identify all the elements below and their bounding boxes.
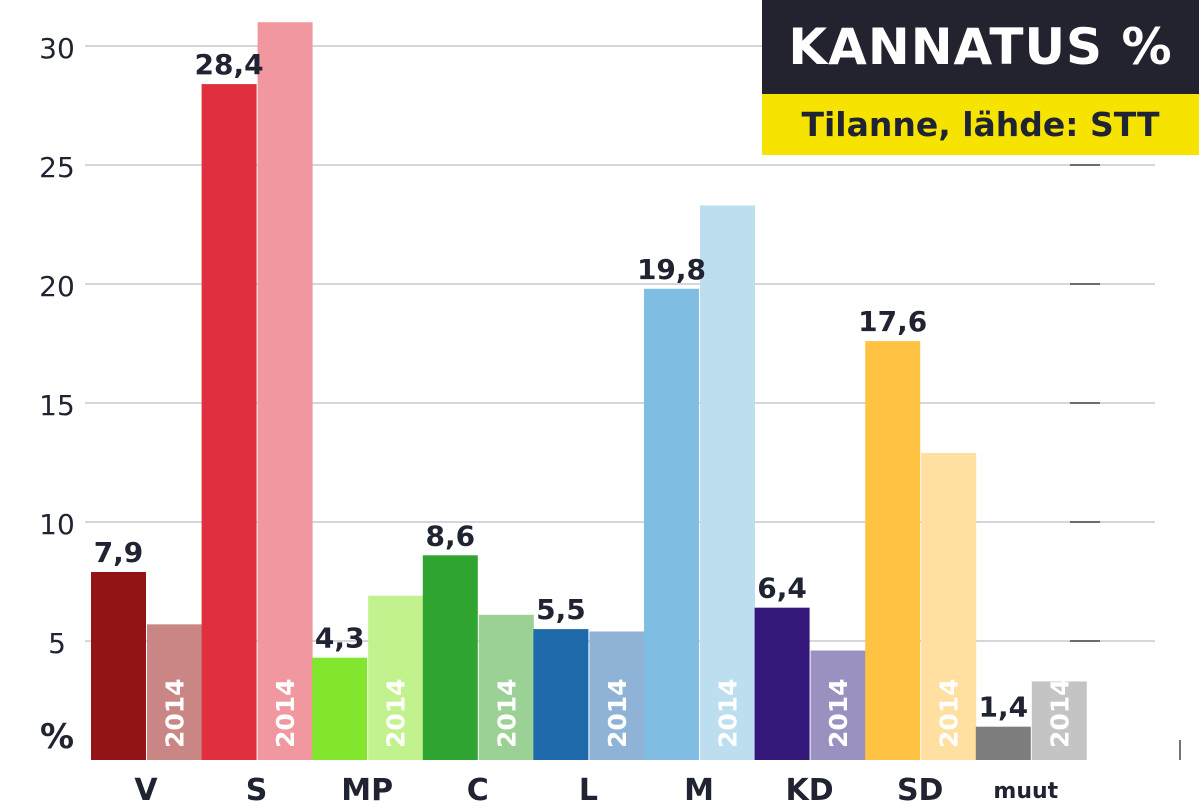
- y-tick-label: 20: [39, 270, 75, 303]
- value-label-S: 28,4: [195, 48, 264, 81]
- value-label-V: 7,9: [94, 536, 144, 569]
- category-label-SD: SD: [897, 773, 944, 808]
- bar-L: [533, 629, 589, 760]
- bar-2014-SD: [921, 452, 977, 760]
- bar-2014-label: 2014: [271, 678, 300, 748]
- bar-2014-L: [589, 631, 645, 760]
- value-label-C: 8,6: [425, 519, 475, 552]
- chart-title: KANNATUS %: [762, 0, 1199, 94]
- category-labels: V S MP C L M KD SD muut: [134, 773, 1058, 808]
- bars: [91, 22, 1087, 760]
- y-tick-label: 25: [39, 151, 75, 184]
- bar-C: [422, 555, 478, 760]
- category-label-MP: MP: [341, 773, 393, 808]
- bar-M: [644, 288, 699, 760]
- category-label-L: L: [579, 773, 598, 808]
- y-tick-label: 5: [48, 627, 66, 660]
- value-labels: 2014 7,9 2014 28,4 2014 4,3 2014 8,6 2014 5,5 2014…: [94, 48, 1075, 748]
- bar-2014-C: [478, 614, 534, 760]
- value-label-M: 19,8: [637, 253, 706, 286]
- bar-S: [201, 84, 257, 760]
- y-tick-label: 10: [39, 508, 75, 541]
- value-label-MP: 4,3: [315, 622, 365, 655]
- bar-2014-label: 2014: [603, 678, 632, 748]
- bar-SD: [865, 341, 921, 760]
- value-label-SD: 17,6: [858, 305, 927, 338]
- bar-2014-label: 2014: [1045, 678, 1074, 748]
- bar-KD: [754, 607, 810, 760]
- bar-2014-label: 2014: [161, 678, 190, 748]
- category-label-muut: muut: [993, 779, 1058, 804]
- bar-muut: [975, 726, 1031, 760]
- bar-2014-S: [257, 22, 313, 760]
- bar-V: [91, 571, 146, 760]
- bar-2014-label: 2014: [935, 678, 964, 748]
- y-tick-label: 30: [39, 32, 75, 65]
- chart-subtitle: Tilanne, lähde: STT: [762, 94, 1199, 155]
- bar-2014-V: [147, 624, 202, 760]
- bar-2014-label: 2014: [492, 678, 521, 748]
- category-label-V: V: [134, 773, 158, 808]
- bar-2014-label: 2014: [382, 678, 411, 748]
- bar-2014-M: [700, 205, 755, 760]
- value-label-muut: 1,4: [978, 691, 1028, 724]
- y-axis-label: %: [40, 717, 74, 757]
- bar-2014-label: 2014: [714, 678, 743, 748]
- category-label-M: M: [684, 773, 714, 808]
- y-tick-labels: 5 10 15 20 25 30: [39, 32, 75, 660]
- bar-2014-muut: [1031, 681, 1087, 760]
- value-label-KD: 6,4: [757, 572, 807, 605]
- bar-2014-MP: [368, 595, 424, 760]
- value-label-L: 5,5: [536, 593, 586, 626]
- bar-MP: [312, 657, 368, 760]
- category-label-S: S: [246, 773, 268, 808]
- bar-2014-label: 2014: [824, 678, 853, 748]
- y-tick-label: 15: [39, 389, 75, 422]
- bar-2014-KD: [810, 650, 866, 760]
- category-label-C: C: [467, 773, 489, 808]
- category-label-KD: KD: [786, 773, 834, 808]
